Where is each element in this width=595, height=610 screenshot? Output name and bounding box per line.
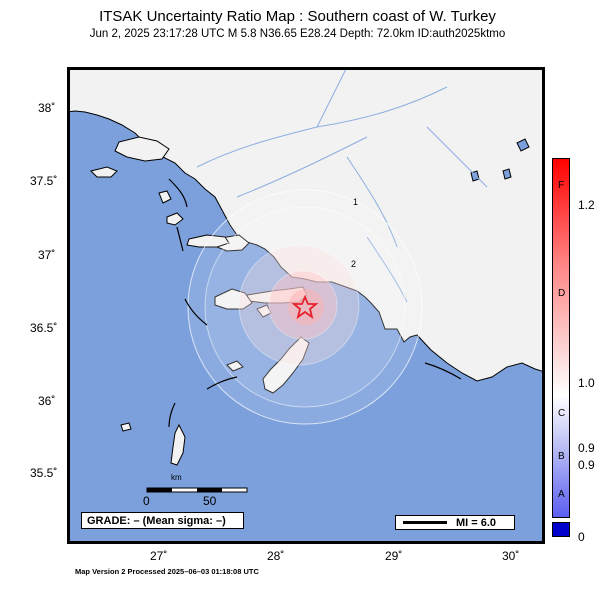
epicenter-star xyxy=(291,294,319,320)
island-rhodes xyxy=(262,336,310,394)
lon-label-30: 30˚ xyxy=(502,549,520,563)
island-karpathos xyxy=(170,423,186,466)
island-kalymnos xyxy=(166,212,184,226)
colorbar-value-0-9b: 0.9 xyxy=(578,458,595,472)
scale-unit: km xyxy=(171,473,182,482)
island-small-north xyxy=(226,360,244,372)
colorbar-letter-f: F xyxy=(558,180,565,191)
colorbar-value-1-0: 1.0 xyxy=(578,376,595,390)
processing-footer: Map Version 2 Processed 2025–06–03 01:18… xyxy=(75,567,259,576)
uncertainty-shading xyxy=(187,189,423,425)
colorbar-value-0: 0 xyxy=(578,530,585,544)
island-leros xyxy=(158,190,172,204)
map-subtitle: Jun 2, 2025 23:17:28 UTC M 5.8 N36.65 E2… xyxy=(89,28,506,40)
lat-label-36-5: 36.5˚ xyxy=(30,321,58,335)
lake-3 xyxy=(502,168,512,180)
contour-label-1: 1 xyxy=(353,197,358,207)
lat-label-38: 38˚ xyxy=(38,101,56,115)
scale-bar xyxy=(146,487,248,493)
scale-label-0: 0 xyxy=(143,494,150,508)
scale-label-50: 50 xyxy=(203,494,217,508)
mi-legend-line xyxy=(403,521,447,524)
island-ikaria xyxy=(90,166,118,178)
colorbar-value-1-2: 1.2 xyxy=(578,198,595,212)
lat-label-37: 37˚ xyxy=(38,248,56,262)
island-samos xyxy=(114,136,170,162)
contour-label-2: 2 xyxy=(351,259,356,269)
lat-label-35-5: 35.5˚ xyxy=(30,466,58,480)
colorbar-low-swatch xyxy=(552,522,570,537)
lon-label-29: 29˚ xyxy=(385,549,403,563)
map-area[interactable]: 1 2 0 50 km xyxy=(67,67,545,544)
lon-label-27: 27˚ xyxy=(150,549,168,563)
colorbar xyxy=(552,158,570,518)
grade-box: GRADE: – (Mean sigma: –) xyxy=(81,512,244,529)
fault-lines xyxy=(168,178,462,428)
island-symi xyxy=(256,304,272,318)
lon-label-28: 28˚ xyxy=(267,549,285,563)
colorbar-letter-c: C xyxy=(558,408,566,419)
colorbar-letter-b: B xyxy=(558,451,565,462)
lat-label-37-5: 37.5˚ xyxy=(30,174,58,188)
island-small-west xyxy=(120,422,132,432)
lat-label-36: 36˚ xyxy=(38,394,56,408)
mi-legend: MI = 6.0 xyxy=(395,515,515,530)
colorbar-value-0-9a: 0.9 xyxy=(578,441,595,455)
island-tilos xyxy=(214,288,253,310)
lake-1 xyxy=(516,138,530,152)
colorbar-letter-a: A xyxy=(558,489,565,500)
colorbar-letter-d: D xyxy=(558,288,566,299)
map-title: ITSAK Uncertainty Ratio Map : Southern c… xyxy=(99,8,496,25)
frame-ticks xyxy=(67,67,545,544)
mi-legend-label: MI = 6.0 xyxy=(456,517,497,529)
